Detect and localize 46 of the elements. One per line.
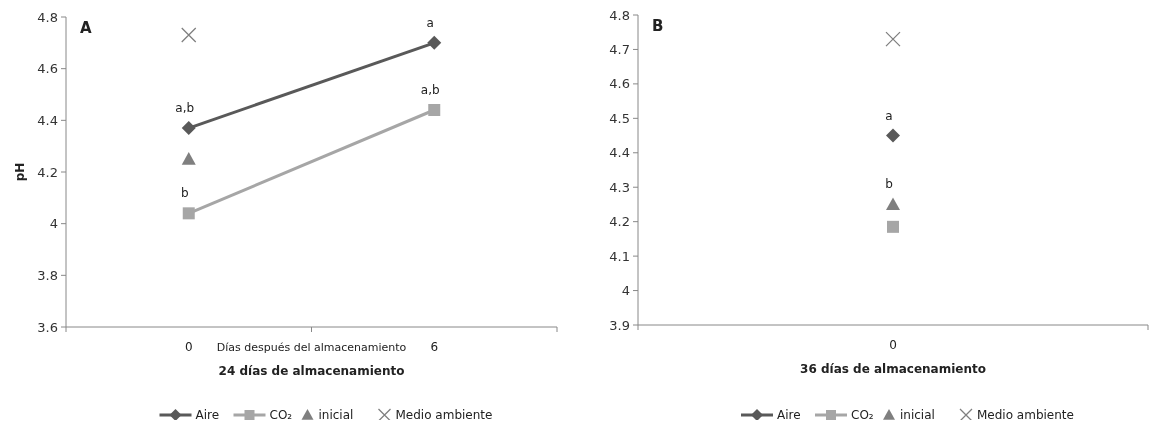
y-tick-label: 4.4 [37, 112, 58, 128]
y-tick-label: 3.9 [609, 317, 630, 333]
x-tick-label: 6 [430, 340, 439, 354]
legend-label: Medio ambiente [977, 408, 1074, 423]
point [181, 152, 196, 165]
y-tick-label: 4.2 [37, 164, 58, 180]
y-tick-label: 4.4 [609, 145, 630, 161]
y-tick-label: 4 [621, 283, 630, 299]
legend-label: CO₂ [269, 408, 293, 423]
annotation: a [885, 108, 893, 123]
legend-label: Aire [195, 408, 220, 423]
legend-label: CO₂ [851, 408, 874, 423]
annotation: b [180, 186, 189, 201]
point [428, 104, 441, 116]
annotation: b [885, 177, 893, 192]
y-tick-label: 4.3 [609, 179, 630, 195]
x-axis-title: 36 días de almacenamiento [800, 362, 986, 376]
y-tick-label: 4.6 [37, 61, 58, 77]
y-tick-label: 3.8 [37, 267, 58, 283]
y-axis-title: pH [13, 162, 27, 182]
y-tick-label: 4.2 [609, 214, 630, 230]
legend-label: inicial [900, 408, 935, 423]
chart-title: B [652, 17, 664, 35]
annotation: a,b [420, 83, 440, 97]
x-tick-label: 0 [889, 338, 897, 352]
x-axis-title: 24 días de almacenamiento [218, 364, 405, 378]
y-tick-label: 4.8 [609, 7, 630, 23]
point [427, 35, 442, 50]
y-tick-label: 3.6 [37, 319, 58, 335]
y-tick-label: 4.7 [609, 41, 630, 57]
x-tick-label: 0 [184, 340, 193, 354]
point [181, 121, 196, 136]
y-tick-label: 4.5 [609, 110, 630, 126]
legend-label: Aire [777, 408, 801, 423]
y-tick-label: 4.6 [609, 76, 630, 92]
annotation: a [426, 15, 434, 30]
chart-title: A [80, 19, 92, 37]
y-tick-label: 4 [49, 216, 58, 232]
y-tick-label: 4.8 [37, 9, 58, 25]
point [182, 207, 195, 220]
annotation: a,b [175, 101, 195, 116]
point [181, 27, 197, 43]
text: Días después del almacenamiento [216, 341, 407, 354]
legend-label: Medio ambiente [395, 408, 493, 423]
legend-label: inicial [318, 408, 354, 423]
y-tick-label: 4.1 [609, 248, 630, 264]
